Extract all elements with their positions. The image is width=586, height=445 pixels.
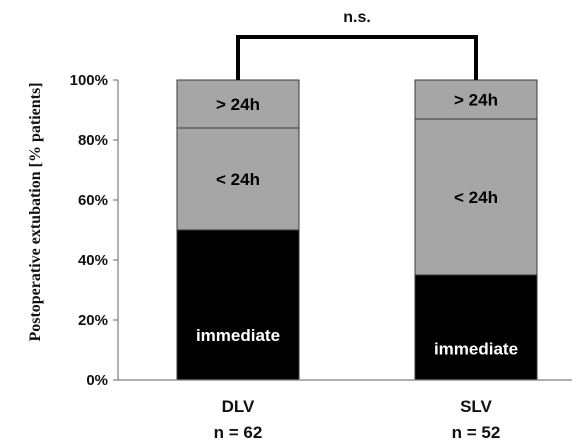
bar-segment bbox=[414, 274, 538, 381]
bar-segment bbox=[414, 118, 538, 276]
bar-segment-label: immediate bbox=[196, 326, 280, 345]
bar-segment bbox=[176, 229, 300, 381]
x-category-sublabel: n = 52 bbox=[452, 423, 501, 442]
significance-label: n.s. bbox=[343, 9, 371, 26]
bar-segment bbox=[414, 79, 538, 120]
bar-segment-label: immediate bbox=[434, 340, 518, 359]
significance-bracket: n.s. bbox=[236, 9, 478, 80]
bar-segment bbox=[176, 79, 300, 129]
y-tick-label: 40% bbox=[78, 252, 108, 269]
bar-segment bbox=[176, 127, 300, 231]
bar-segment-label: < 24h bbox=[454, 188, 498, 207]
bar-segment-label: > 24h bbox=[216, 95, 260, 114]
x-category-label: SLV bbox=[460, 397, 492, 416]
y-tick-label: 60% bbox=[78, 192, 108, 209]
y-axis-label: Postoperative extubation [% patients] bbox=[27, 82, 44, 341]
y-tick-label: 80% bbox=[78, 132, 108, 149]
x-category-label: DLV bbox=[222, 397, 255, 416]
bar-segment-label: > 24h bbox=[454, 91, 498, 110]
y-tick-label: 100% bbox=[70, 72, 108, 89]
bar-segment-label: < 24h bbox=[216, 170, 260, 189]
y-tick-label: 0% bbox=[86, 372, 108, 389]
y-axis: 0% 20% 40% 60% 80% 100% bbox=[70, 72, 119, 389]
y-tick-label: 20% bbox=[78, 312, 108, 329]
x-category-sublabel: n = 62 bbox=[214, 423, 263, 442]
x-axis: DLV n = 62 SLV n = 52 bbox=[118, 379, 572, 442]
bars: immediate < 24h > 24h immediate < 24h > 24h bbox=[176, 79, 538, 381]
significance-line bbox=[236, 35, 478, 80]
